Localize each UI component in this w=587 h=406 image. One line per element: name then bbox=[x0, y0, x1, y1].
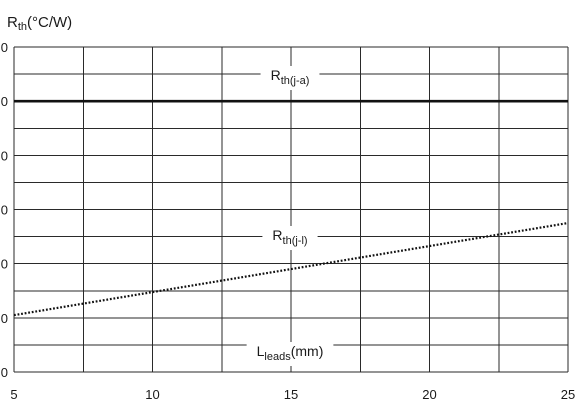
series-label-rth-jl: Rth(j-l) bbox=[262, 226, 318, 250]
x-tick-label: 20 bbox=[422, 387, 436, 402]
x-tick-label: 25 bbox=[561, 387, 575, 402]
label-background bbox=[246, 342, 334, 366]
y-tick-label: 0 bbox=[1, 203, 8, 218]
y-axis-title: Rth(°C/W) bbox=[7, 14, 72, 33]
label-text: Rth(j-a) bbox=[271, 67, 310, 87]
y-tick-label: 0 bbox=[1, 40, 8, 55]
y-tick-label: 0 bbox=[1, 94, 8, 109]
x-tick-label: 5 bbox=[10, 387, 17, 402]
series-lines bbox=[13, 99, 569, 317]
label-text: Lleads(mm) bbox=[257, 343, 324, 363]
y-tick-label: 0 bbox=[1, 365, 8, 380]
y-tick-label: 0 bbox=[1, 311, 8, 326]
y-tick-label: 0 bbox=[1, 148, 8, 163]
x-axis-title: Lleads(mm) bbox=[246, 342, 334, 366]
x-tick-label: 15 bbox=[284, 387, 298, 402]
chart-labels: 5 10 15 20 25 0 0 0 0 0 0 0 Rth(°C/W) Rth(j-a) Rth(j-l… bbox=[1, 14, 575, 402]
label-background bbox=[260, 66, 320, 90]
series-line-thj-l bbox=[13, 221, 569, 317]
series-label-rth-ja: Rth(j-a) bbox=[260, 66, 320, 90]
x-tick-label: 10 bbox=[145, 387, 159, 402]
label-background bbox=[262, 226, 318, 250]
grid bbox=[13, 46, 569, 373]
y-tick-label: 0 bbox=[1, 257, 8, 272]
label-text: Rth(j-l) bbox=[272, 227, 307, 247]
